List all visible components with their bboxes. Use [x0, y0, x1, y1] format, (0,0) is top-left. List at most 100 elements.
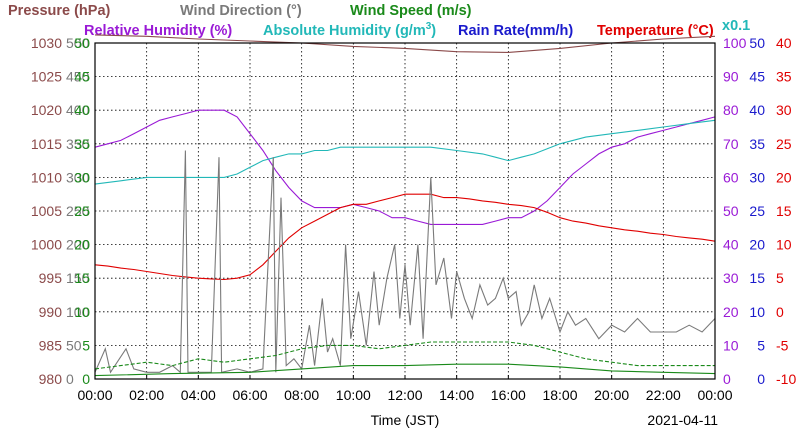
- relative-humidity-tick-label: 10: [723, 337, 739, 353]
- wind-speed-tick-label: 35: [74, 136, 90, 152]
- series-line-5: [94, 341, 715, 370]
- legend-relative-humidity: Relative Humidity (%): [84, 23, 232, 39]
- x-tick-label: 00:00: [697, 387, 732, 403]
- rain-rate-tick-label: 0: [757, 371, 765, 387]
- rain-rate-tick-label: 25: [749, 203, 765, 219]
- rain-rate-tick-label: 10: [749, 304, 765, 320]
- temperature-tick-label: 25: [776, 136, 792, 152]
- wind-direction-tick-label: 50: [66, 337, 82, 353]
- grid: [95, 43, 715, 379]
- pressure-tick-label: 1010: [31, 169, 62, 185]
- x-tick-label: 04:00: [181, 387, 216, 403]
- temperature-tick-label: 30: [776, 102, 792, 118]
- rain-rate-tick-label: 20: [749, 237, 765, 253]
- temperature-tick-label: 10: [776, 237, 792, 253]
- rain-rate-tick-label: 45: [749, 69, 765, 85]
- legend-rain-rate: Rain Rate(mm/h): [458, 23, 573, 39]
- temperature-tick-label: 35: [776, 69, 792, 85]
- temperature-tick-label: 5: [776, 270, 784, 286]
- x-axis: 00:00 02:00 04:00 06:00 08:00 10:00 12:00 14:00…: [77, 375, 733, 403]
- relative-humidity-tick-label: 40: [723, 237, 739, 253]
- series-line-3: [94, 193, 716, 281]
- x-tick-label: 16:00: [491, 387, 526, 403]
- relative-humidity-tick-label: 90: [723, 69, 739, 85]
- y-axes: 9809859909951000100510101015102010251030…: [31, 35, 797, 387]
- wind-speed-tick-label: 45: [74, 69, 90, 85]
- legend-temperature: Temperature (°C): [597, 23, 714, 39]
- pressure-tick-label: 1025: [31, 69, 62, 85]
- wind-direction-tick-label: 500: [66, 35, 90, 51]
- legend-wind-direction: Wind Direction (°): [180, 3, 302, 19]
- x-tick-label: 08:00: [284, 387, 319, 403]
- temperature-tick-label: -10: [776, 371, 796, 387]
- legend-absolute-humidity-prefix: Absolute Humidity (g/m: [263, 23, 426, 39]
- x-tick-label: 02:00: [129, 387, 164, 403]
- legend-multiplier: x0.1: [722, 18, 750, 34]
- pressure-tick-label: 990: [39, 304, 63, 320]
- temperature-tick-label: 0: [776, 304, 784, 320]
- wind-direction-tick-label: 0: [66, 371, 74, 387]
- x-tick-label: 10:00: [336, 387, 371, 403]
- rain-rate-tick-label: 5: [757, 337, 765, 353]
- rain-rate-tick-label: 35: [749, 136, 765, 152]
- x-tick-label: 22:00: [646, 387, 681, 403]
- temperature-tick-label: 20: [776, 169, 792, 185]
- wind-speed-tick-label: 25: [74, 203, 90, 219]
- relative-humidity-tick-label: 30: [723, 270, 739, 286]
- wind-speed-tick-label: 20: [74, 237, 90, 253]
- wind-direction-tick-label: 350: [66, 136, 90, 152]
- temperature-tick-label: 15: [776, 203, 792, 219]
- wind-direction-tick-label: 200: [66, 237, 90, 253]
- rain-rate-tick-label: 30: [749, 169, 765, 185]
- relative-humidity-tick-label: 80: [723, 102, 739, 118]
- pressure-tick-label: 1015: [31, 136, 62, 152]
- pressure-tick-label: 995: [39, 270, 63, 286]
- wind-direction-tick-label: 100: [66, 304, 90, 320]
- wind-speed-tick-label: 0: [82, 371, 90, 387]
- wind-speed-tick-label: 10: [74, 304, 90, 320]
- series-line-1: [94, 109, 716, 225]
- rain-rate-tick-label: 40: [749, 102, 765, 118]
- wind-direction-tick-label: 300: [66, 169, 90, 185]
- wind-direction-tick-label: 400: [66, 102, 90, 118]
- pressure-tick-label: 980: [39, 371, 63, 387]
- wind-speed-tick-label: 40: [74, 102, 90, 118]
- x-tick-label: 20:00: [594, 387, 629, 403]
- pressure-tick-label: 1005: [31, 203, 62, 219]
- wind-speed-tick-label: 50: [74, 35, 90, 51]
- legend-absolute-humidity-sup: 3: [426, 21, 432, 32]
- relative-humidity-tick-label: 50: [723, 203, 739, 219]
- relative-humidity-tick-label: 60: [723, 169, 739, 185]
- relative-humidity-tick-label: 70: [723, 136, 739, 152]
- series-line-4: [94, 150, 716, 374]
- chart-date: 2021-04-11: [647, 412, 718, 428]
- legend-pressure: Pressure (hPa): [8, 3, 111, 19]
- relative-humidity-tick-label: 20: [723, 304, 739, 320]
- temperature-tick-label: -5: [776, 337, 789, 353]
- temperature-tick-label: 40: [776, 35, 792, 51]
- rain-rate-tick-label: 15: [749, 270, 765, 286]
- series-line-2: [94, 119, 716, 185]
- rain-rate-tick-label: 50: [749, 35, 765, 51]
- pressure-tick-label: 1000: [31, 237, 62, 253]
- wind-direction-tick-label: 250: [66, 203, 90, 219]
- relative-humidity-tick-label: 100: [723, 35, 747, 51]
- series-line-6: [94, 363, 716, 377]
- wind-direction-tick-label: 150: [66, 270, 90, 286]
- x-tick-label: 18:00: [542, 387, 577, 403]
- wind-speed-tick-label: 5: [82, 337, 90, 353]
- pressure-tick-label: 985: [39, 337, 63, 353]
- x-tick-label: 06:00: [232, 387, 267, 403]
- x-tick-label: 14:00: [439, 387, 474, 403]
- x-axis-label: Time (JST): [371, 412, 440, 428]
- legend-absolute-humidity-suffix: ): [431, 23, 436, 39]
- wind-speed-tick-label: 30: [74, 169, 90, 185]
- wind-speed-tick-label: 15: [74, 270, 90, 286]
- x-tick-label: 12:00: [387, 387, 422, 403]
- legend-absolute-humidity: Absolute Humidity (g/m3): [263, 21, 436, 39]
- pressure-tick-label: 1020: [31, 102, 62, 118]
- series-layer: [94, 34, 716, 377]
- x-tick-label: 00:00: [77, 387, 112, 403]
- pressure-tick-label: 1030: [31, 35, 62, 51]
